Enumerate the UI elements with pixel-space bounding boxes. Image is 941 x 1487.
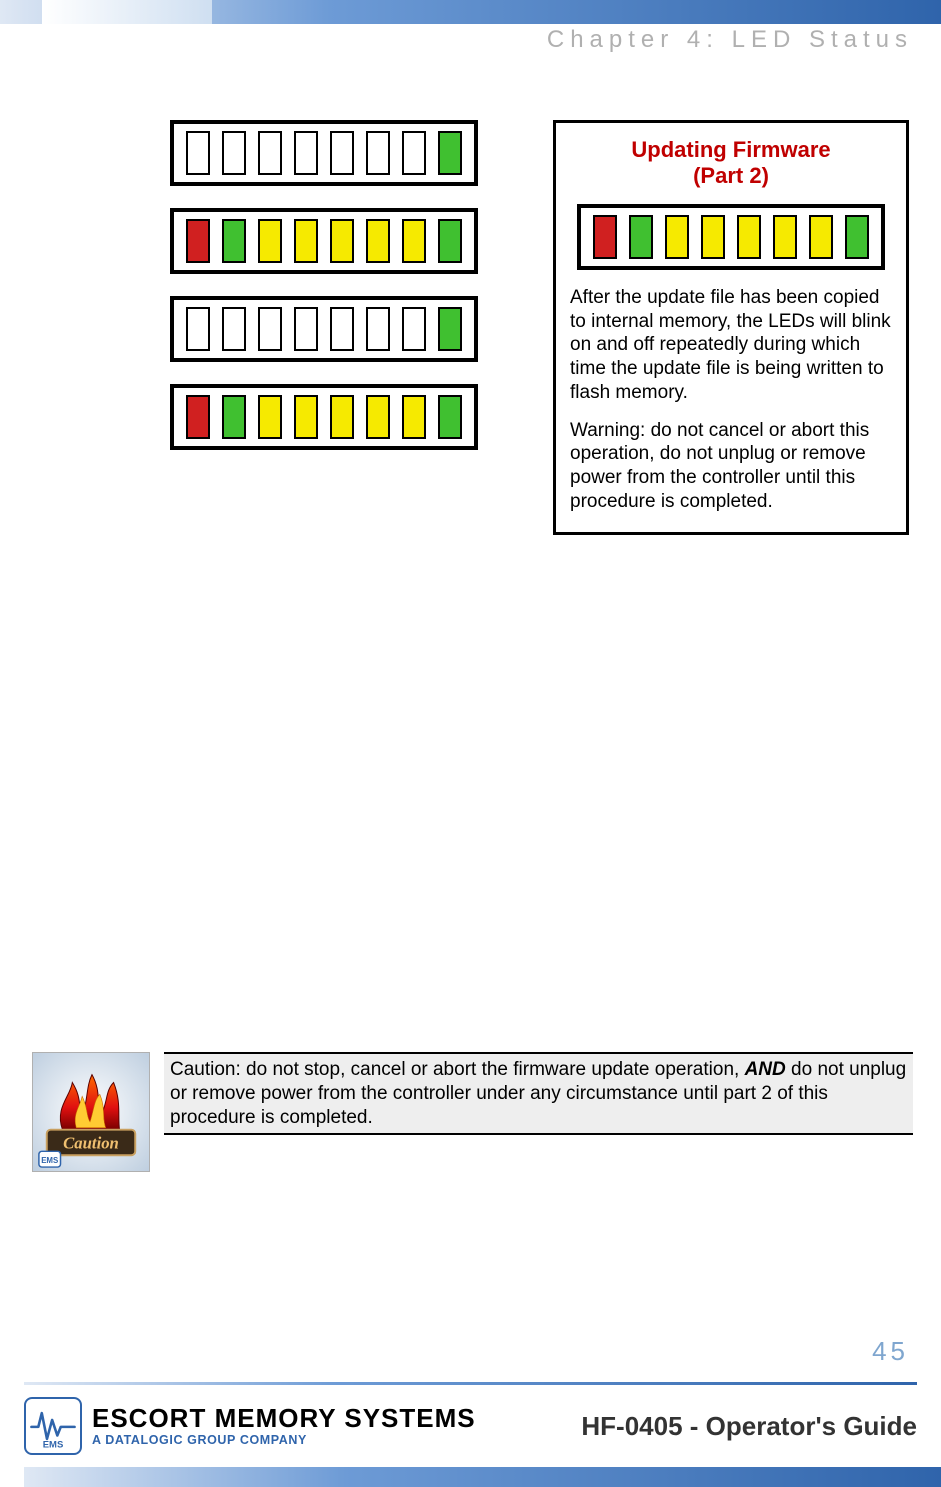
led-strip <box>170 120 478 186</box>
led-yellow <box>665 215 689 259</box>
led-white <box>330 131 354 175</box>
svg-text:EMS: EMS <box>41 1156 58 1165</box>
brand-block: ESCORT MEMORY SYSTEMS A DATALOGIC GROUP … <box>92 1405 476 1447</box>
caution-text: Caution: do not stop, cancel or abort th… <box>164 1052 913 1135</box>
led-green <box>222 219 246 263</box>
led-white <box>222 307 246 351</box>
led-yellow <box>701 215 725 259</box>
footer-bottom-bar <box>24 1467 941 1487</box>
document-page: Chapter 4: LED Status Updating Firmware … <box>0 0 941 1487</box>
led-green <box>222 395 246 439</box>
info-paragraph-2: Warning: do not cancel or abort this ope… <box>570 419 892 514</box>
led-strip <box>170 208 478 274</box>
led-green <box>438 395 462 439</box>
led-green <box>438 307 462 351</box>
led-green <box>845 215 869 259</box>
led-red <box>593 215 617 259</box>
led-yellow <box>294 219 318 263</box>
caution-text-wrap: Caution: do not stop, cancel or abort th… <box>164 1052 913 1135</box>
led-strip-stack <box>170 120 490 450</box>
info-led-strip <box>577 204 885 270</box>
info-title-line1: Updating Firmware <box>631 137 830 162</box>
led-white <box>366 307 390 351</box>
led-yellow <box>402 395 426 439</box>
brand-sub: A DATALOGIC GROUP COMPANY <box>92 1434 476 1447</box>
led-yellow <box>773 215 797 259</box>
led-red <box>186 219 210 263</box>
caution-row: Caution EMS Caution: do not stop, cancel… <box>32 1052 913 1172</box>
doc-title: HF-0405 - Operator's Guide <box>581 1411 917 1442</box>
led-white <box>186 131 210 175</box>
led-yellow <box>402 219 426 263</box>
led-white <box>366 131 390 175</box>
led-yellow <box>809 215 833 259</box>
footer: EMS ESCORT MEMORY SYSTEMS A DATALOGIC GR… <box>24 1391 917 1461</box>
brand-main: ESCORT MEMORY SYSTEMS <box>92 1405 476 1431</box>
led-yellow <box>294 395 318 439</box>
led-white <box>258 307 282 351</box>
ems-logo-initials: EMS <box>43 1440 64 1451</box>
led-yellow <box>330 219 354 263</box>
info-paragraph-1: After the update file has been copied to… <box>570 286 892 405</box>
footer-left: EMS ESCORT MEMORY SYSTEMS A DATALOGIC GR… <box>24 1397 476 1455</box>
led-yellow <box>366 395 390 439</box>
led-white <box>330 307 354 351</box>
led-white <box>258 131 282 175</box>
led-yellow <box>258 219 282 263</box>
led-strip <box>170 296 478 362</box>
led-yellow <box>737 215 761 259</box>
led-white <box>294 131 318 175</box>
led-yellow <box>258 395 282 439</box>
led-white <box>186 307 210 351</box>
led-white <box>402 131 426 175</box>
page-number: 45 <box>872 1336 909 1367</box>
top-accent-fade <box>42 0 212 24</box>
led-red <box>186 395 210 439</box>
info-title-line2: (Part 2) <box>693 163 769 188</box>
info-box: Updating Firmware (Part 2) After the upd… <box>553 120 909 535</box>
caution-flame-icon: Caution EMS <box>33 1053 149 1171</box>
led-green <box>438 219 462 263</box>
led-green <box>629 215 653 259</box>
led-white <box>222 131 246 175</box>
info-box-title: Updating Firmware (Part 2) <box>570 137 892 190</box>
top-accent-bar <box>0 0 941 24</box>
led-yellow <box>366 219 390 263</box>
caution-icon: Caution EMS <box>32 1052 150 1172</box>
led-white <box>402 307 426 351</box>
footer-rule <box>24 1382 917 1385</box>
led-strip <box>170 384 478 450</box>
ems-logo-icon: EMS <box>24 1397 82 1455</box>
caution-text-pre: Caution: do not stop, cancel or abort th… <box>170 1059 745 1080</box>
led-white <box>294 307 318 351</box>
led-yellow <box>330 395 354 439</box>
caution-text-em: AND <box>745 1059 786 1080</box>
led-green <box>438 131 462 175</box>
caution-icon-label: Caution <box>63 1133 119 1152</box>
chapter-title: Chapter 4: LED Status <box>547 26 913 54</box>
